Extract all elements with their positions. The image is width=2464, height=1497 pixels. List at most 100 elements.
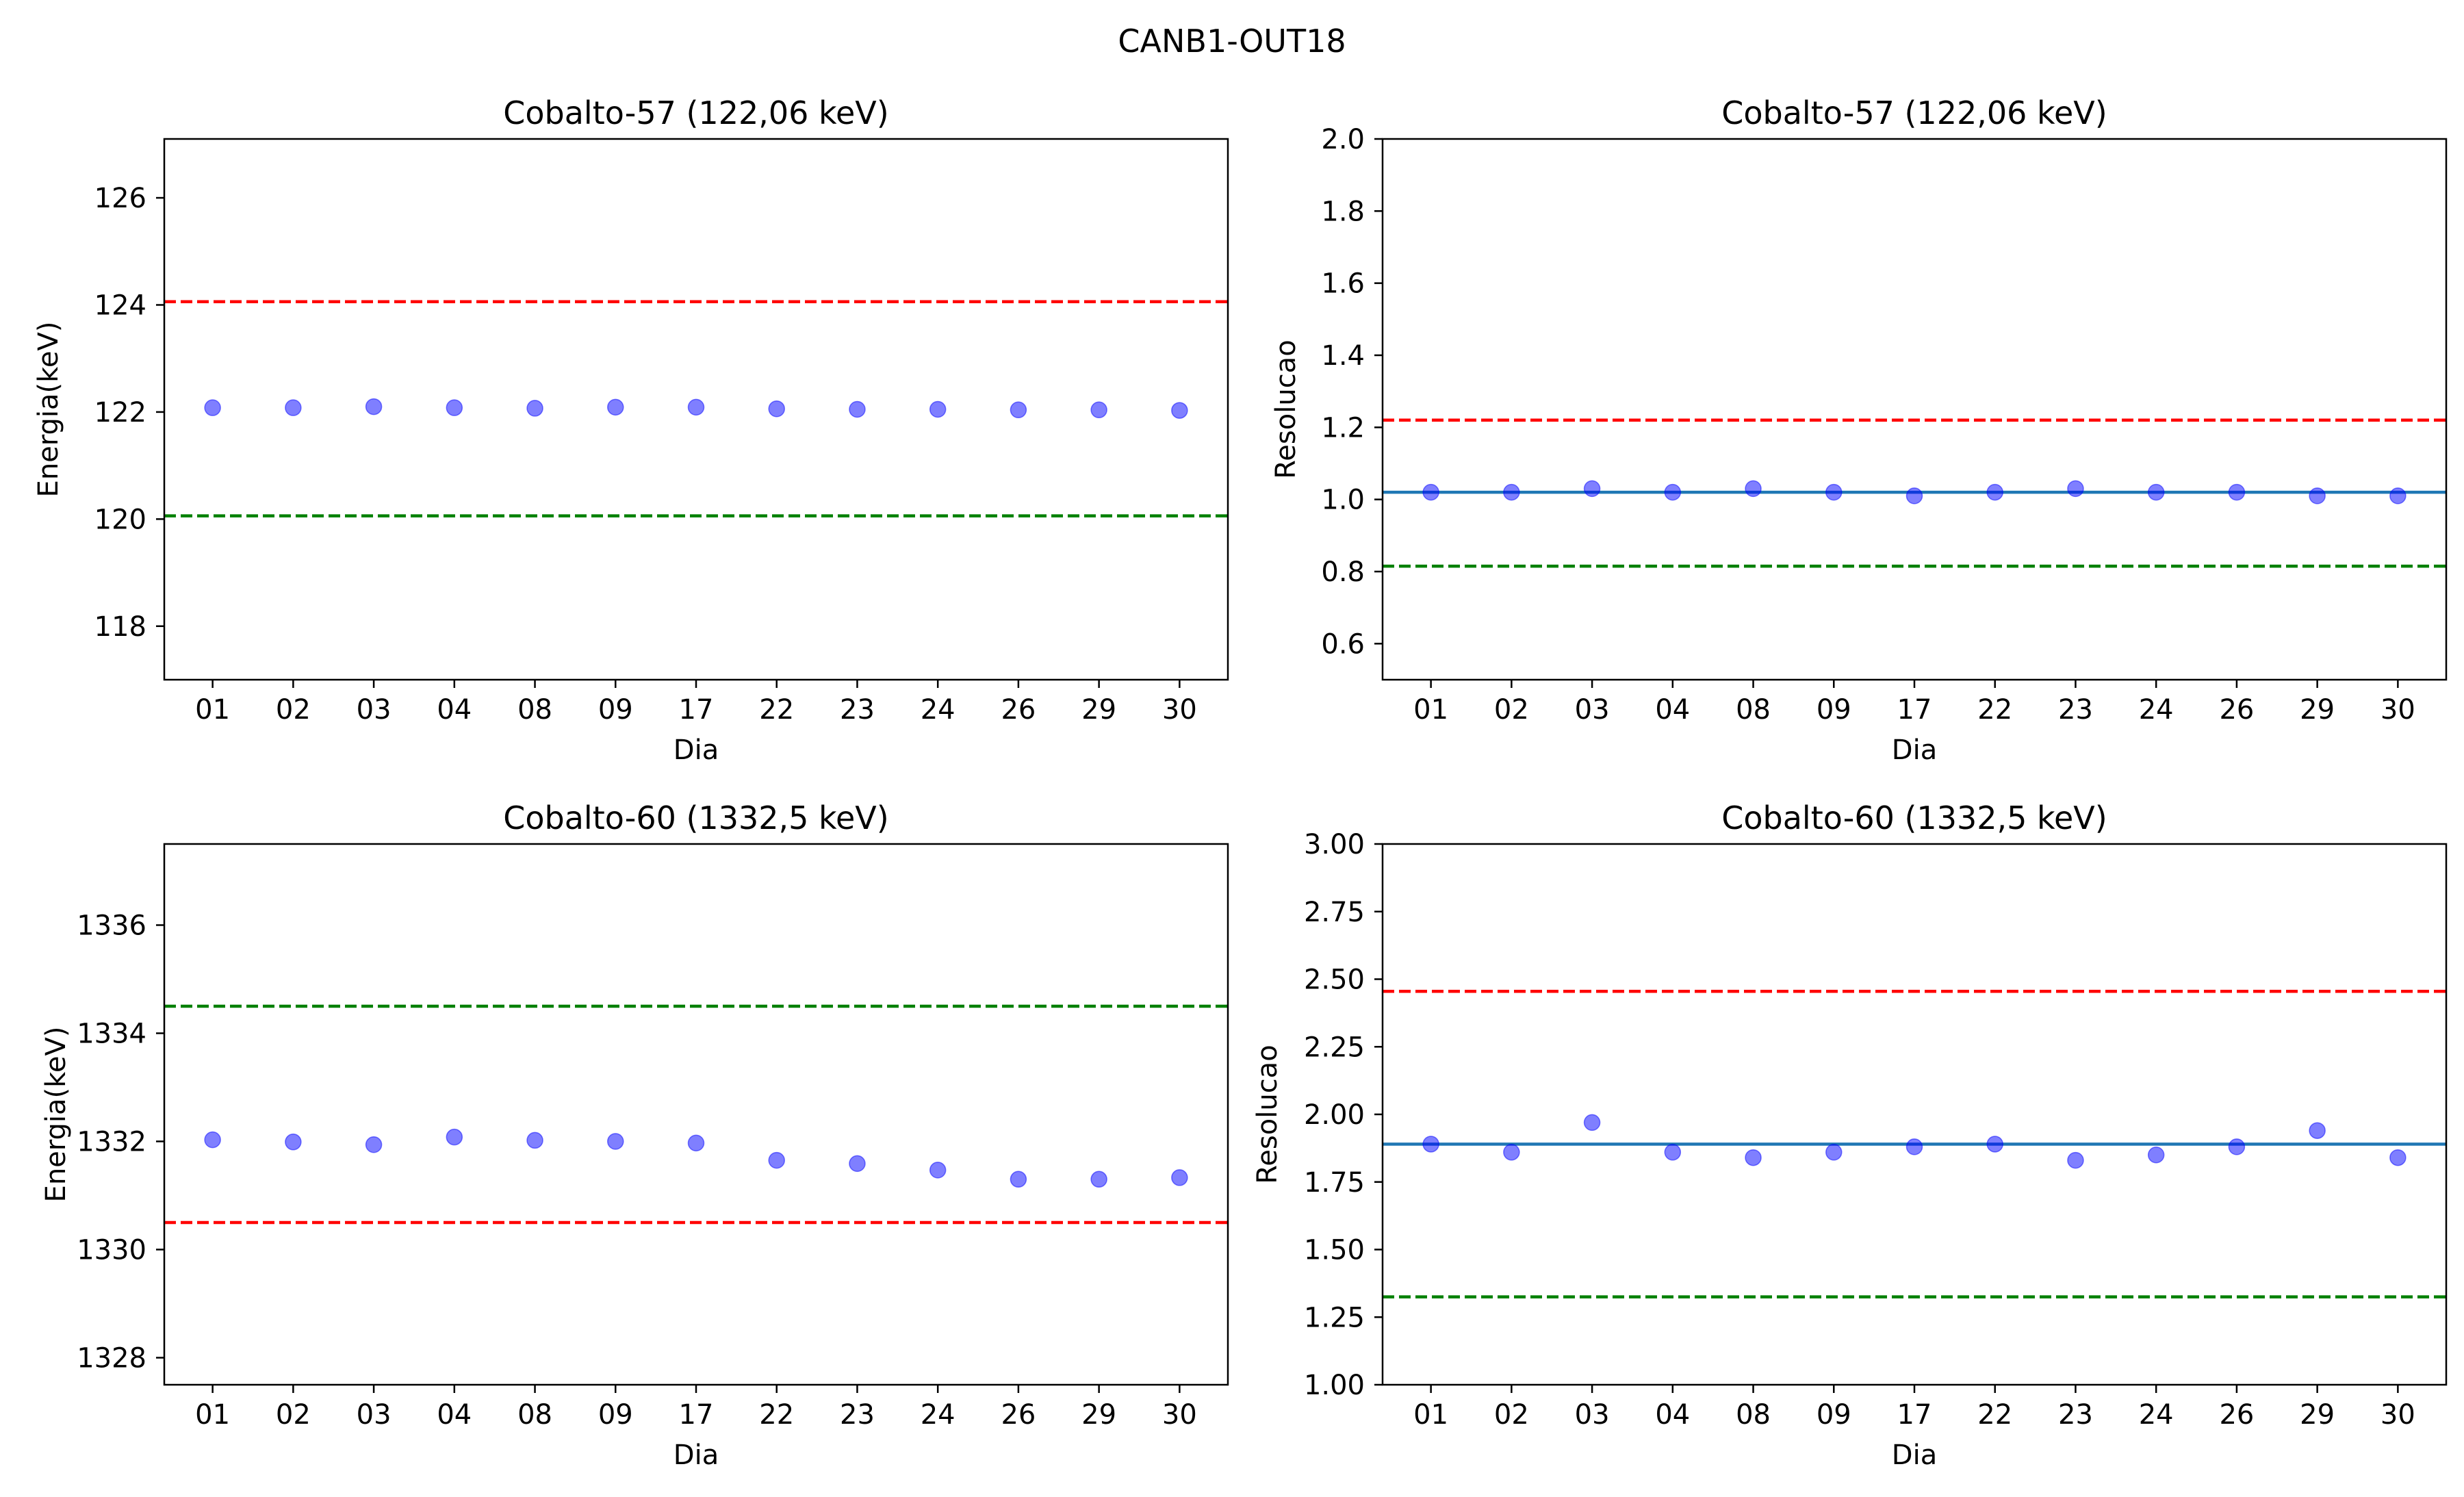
x-tick-label: 01 (1413, 1399, 1448, 1431)
x-tick-label: 02 (276, 694, 311, 726)
data-point (768, 1151, 785, 1169)
data-point (687, 1134, 705, 1152)
subplot-title: Cobalto-57 (122,06 keV) (1721, 94, 2107, 131)
x-tick-label: 09 (1817, 1399, 1851, 1431)
x-tick-label: 01 (195, 1399, 230, 1431)
data-point (1010, 1170, 1027, 1188)
data-point (2309, 487, 2326, 504)
data-point (365, 1136, 383, 1153)
data-point (849, 400, 866, 418)
data-point (1171, 1169, 1188, 1186)
data-point (526, 400, 543, 417)
x-tick-label: 17 (679, 1399, 714, 1431)
x-tick-label: 02 (1494, 1399, 1529, 1431)
data-point (2067, 480, 2084, 498)
x-tick-label: 23 (2058, 694, 2093, 726)
subplot-title: Cobalto-60 (1332,5 keV) (503, 799, 888, 836)
data-point (285, 399, 302, 416)
x-tick-label: 08 (1736, 694, 1771, 726)
data-point (526, 1131, 543, 1149)
x-tick-label: 17 (679, 694, 714, 726)
x-tick-label: 03 (1575, 694, 1610, 726)
x-tick-label: 02 (1494, 694, 1529, 726)
data-point (2389, 487, 2407, 504)
data-point (1905, 487, 1923, 504)
data-point (1905, 1138, 1923, 1155)
data-point (446, 1128, 463, 1146)
x-tick-label: 09 (1817, 694, 1851, 726)
y-tick-label: 1330 (77, 1235, 146, 1266)
x-tick-label: 24 (921, 1399, 955, 1431)
subplot-1: Cobalto-57 (122,06 keV) 01 02 03 04 08 09 17 22 2… (33, 94, 1229, 766)
data-point (607, 1133, 624, 1150)
data-point (204, 1131, 221, 1149)
plot-frame (1381, 843, 2448, 1386)
y-axis-label: Resolucao (1252, 1045, 1283, 1183)
data-point (1745, 1149, 1762, 1166)
y-tick-label: 1.2 (1321, 412, 1365, 444)
x-tick-label: 08 (517, 1399, 552, 1431)
x-tick-label: 22 (1977, 694, 2012, 726)
x-tick-label: 26 (2219, 694, 2254, 726)
x-axis-label: Dia (673, 1440, 719, 1471)
x-tick-label: 30 (1162, 694, 1197, 726)
data-point (2067, 1151, 2084, 1169)
data-point (687, 398, 705, 416)
y-tick-label: 1.4 (1321, 340, 1365, 372)
y-tick-label: 2.50 (1304, 964, 1365, 996)
data-point (1745, 480, 1762, 498)
data-point (768, 400, 785, 418)
x-tick-label: 30 (2380, 694, 2415, 726)
x-axis-label: Dia (1892, 734, 1937, 766)
x-tick-label: 03 (357, 1399, 392, 1431)
y-tick-label: 122 (94, 397, 146, 428)
x-tick-label: 30 (1162, 1399, 1197, 1431)
y-tick-label: 1332 (77, 1127, 146, 1158)
x-tick-label: 23 (2058, 1399, 2093, 1431)
x-tick-label: 09 (598, 1399, 633, 1431)
data-point (1664, 1144, 1682, 1161)
y-tick-label: 2.25 (1304, 1032, 1365, 1063)
y-tick-label: 1336 (77, 910, 146, 942)
x-tick-label: 26 (1001, 694, 1036, 726)
data-point (1503, 1144, 1520, 1161)
y-tick-label: 126 (94, 183, 146, 214)
x-tick-label: 23 (840, 694, 875, 726)
subplot-grid: Cobalto-57 (122,06 keV) 01 02 03 04 08 09 17 22 2… (33, 94, 2448, 1471)
plot-frame (163, 843, 1229, 1386)
y-tick-label: 1334 (77, 1019, 146, 1050)
x-tick-label: 23 (840, 1399, 875, 1431)
data-point (1583, 1114, 1601, 1131)
x-tick-label: 04 (437, 1399, 472, 1431)
data-point (2309, 1122, 2326, 1139)
x-tick-label: 29 (2300, 694, 2335, 726)
x-tick-label: 04 (1655, 1399, 1690, 1431)
data-point (1090, 1170, 1107, 1188)
data-point (607, 398, 624, 416)
y-tick-label: 2.00 (1304, 1099, 1365, 1131)
x-tick-label: 03 (1575, 1399, 1610, 1431)
y-tick-label: 3.00 (1304, 829, 1365, 860)
x-tick-label: 01 (195, 694, 230, 726)
x-tick-label: 24 (2139, 694, 2174, 726)
data-point (2389, 1149, 2407, 1166)
y-tick-label: 1.25 (1304, 1302, 1365, 1333)
subplot-3: Cobalto-60 (1332,5 keV) 01 02 03 04 08 09 17 22 2… (40, 799, 1229, 1471)
data-point (1171, 402, 1188, 419)
data-point (446, 399, 463, 416)
x-tick-label: 26 (2219, 1399, 2254, 1431)
x-tick-label: 04 (1655, 694, 1690, 726)
y-tick-label: 0.6 (1321, 628, 1365, 660)
x-tick-label: 02 (276, 1399, 311, 1431)
y-axis-label: Resolucao (1270, 340, 1302, 478)
y-axis-label: Energia(keV) (33, 322, 64, 498)
x-tick-label: 22 (759, 694, 794, 726)
x-tick-label: 24 (921, 694, 955, 726)
data-point (2228, 483, 2246, 501)
y-tick-label: 1.75 (1304, 1167, 1365, 1199)
data-point (1986, 483, 2003, 501)
y-tick-label: 1.6 (1321, 268, 1365, 300)
data-point (1422, 483, 1439, 501)
x-tick-label: 22 (759, 1399, 794, 1431)
